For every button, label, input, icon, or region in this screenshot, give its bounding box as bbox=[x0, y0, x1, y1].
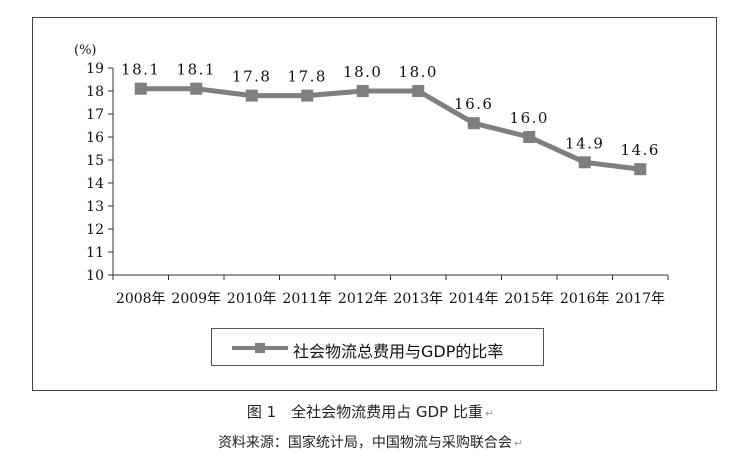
data-series bbox=[134, 82, 647, 176]
data-label: 16.0 bbox=[510, 109, 549, 127]
x-tick-label: 2017年 bbox=[615, 291, 665, 307]
figure-title: 图 1 全社会物流费用占 GDP 比重 bbox=[246, 403, 483, 421]
paragraph-mark-icon: ↵ bbox=[513, 437, 524, 450]
data-point-marker bbox=[523, 131, 536, 143]
data-point-marker bbox=[356, 85, 369, 97]
data-point-marker bbox=[467, 117, 480, 130]
x-tick-label: 2008年 bbox=[116, 291, 166, 307]
y-tick-label: 18 bbox=[86, 84, 104, 100]
data-point-marker bbox=[578, 156, 591, 169]
source-note: 资料来源：国家统计局，中国物流与采购联合会 bbox=[217, 435, 512, 451]
x-tick-label: 2011年 bbox=[282, 291, 332, 307]
data-point-marker bbox=[634, 163, 647, 176]
x-tick-label: 2012年 bbox=[338, 291, 388, 307]
data-label: 17.8 bbox=[288, 68, 327, 86]
data-labels: 18.1 18.1 17.8 17.8 18.0 18.0 16.6 16.0 14.9 14.6 bbox=[121, 61, 660, 160]
x-tick-label: 2015年 bbox=[504, 291, 554, 307]
chart-axes bbox=[112, 68, 668, 276]
series-line bbox=[140, 86, 641, 172]
data-point-marker bbox=[190, 82, 203, 95]
y-tick-label: 13 bbox=[86, 199, 104, 215]
paragraph-mark-icon: ↵ bbox=[484, 407, 495, 420]
y-tick-label: 15 bbox=[86, 153, 104, 169]
data-point-marker bbox=[245, 89, 258, 102]
data-point-marker bbox=[412, 85, 425, 97]
y-tick-label: 11 bbox=[86, 245, 104, 261]
legend-series-name: 社会物流总费用与GDP的比率 bbox=[293, 342, 504, 361]
y-tick-label: 19 bbox=[86, 61, 104, 77]
figure-caption: 图 1 全社会物流费用占 GDP 比重 ↵ bbox=[0, 401, 741, 422]
y-tick-label: 10 bbox=[86, 268, 104, 284]
legend: 社会物流总费用与GDP的比率 bbox=[211, 328, 544, 366]
x-tick-label: 2010年 bbox=[227, 291, 277, 307]
data-label: 14.9 bbox=[565, 134, 604, 152]
data-label: 18.0 bbox=[343, 63, 382, 81]
data-point-marker bbox=[301, 89, 314, 102]
x-tick-label: 2014年 bbox=[449, 291, 499, 307]
y-tick-label: 16 bbox=[86, 130, 104, 146]
chart-frame bbox=[32, 17, 717, 391]
x-tick-label: 2009年 bbox=[171, 291, 221, 307]
line-chart: 10 11 12 13 14 15 16 17 18 19 2008年 2009年 2010年 2011… bbox=[74, 43, 669, 307]
data-label: 18.0 bbox=[399, 63, 438, 81]
y-tick-label: 14 bbox=[86, 176, 104, 192]
data-point-marker bbox=[134, 82, 147, 95]
y-tick-label: 17 bbox=[86, 107, 104, 123]
legend-swatch bbox=[232, 343, 288, 353]
data-label: 17.8 bbox=[232, 68, 271, 86]
data-label: 16.6 bbox=[454, 95, 493, 113]
data-label: 18.1 bbox=[177, 61, 216, 79]
x-axis-ticks: 2008年 2009年 2010年 2011年 2012年 2013年 2014年 2015年… bbox=[112, 275, 669, 307]
y-axis-ticks: 10 11 12 13 14 15 16 17 18 19 bbox=[86, 61, 113, 284]
data-label: 18.1 bbox=[121, 61, 160, 79]
y-axis-unit: (%) bbox=[74, 43, 97, 58]
y-tick-label: 12 bbox=[86, 222, 104, 238]
x-tick-label: 2013年 bbox=[393, 291, 443, 307]
data-label: 14.6 bbox=[621, 141, 660, 159]
x-tick-label: 2016年 bbox=[560, 291, 610, 307]
source-caption: 资料来源：国家统计局，中国物流与采购联合会 ↵ bbox=[0, 432, 741, 452]
